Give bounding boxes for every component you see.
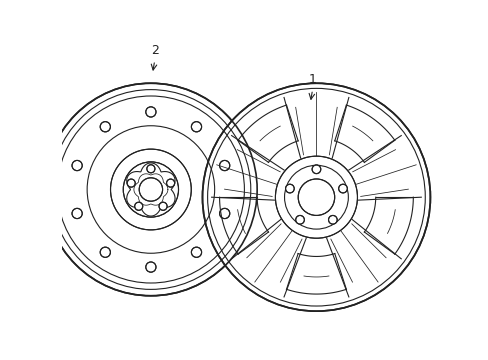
- Circle shape: [72, 208, 82, 219]
- Polygon shape: [126, 163, 175, 216]
- Circle shape: [202, 83, 429, 311]
- Circle shape: [298, 179, 334, 215]
- Circle shape: [44, 83, 257, 296]
- Circle shape: [72, 161, 82, 171]
- Circle shape: [139, 178, 162, 201]
- Circle shape: [219, 208, 229, 219]
- Circle shape: [123, 162, 178, 217]
- Circle shape: [338, 184, 346, 193]
- Circle shape: [145, 107, 156, 117]
- Circle shape: [100, 122, 110, 132]
- Circle shape: [110, 149, 191, 230]
- Text: 2: 2: [150, 44, 159, 57]
- Circle shape: [145, 262, 156, 272]
- Circle shape: [134, 202, 142, 210]
- Circle shape: [275, 156, 357, 238]
- Circle shape: [159, 202, 167, 210]
- Circle shape: [166, 179, 174, 187]
- Text: 1: 1: [308, 73, 316, 86]
- Circle shape: [285, 184, 294, 193]
- Circle shape: [219, 161, 229, 171]
- Circle shape: [146, 165, 155, 173]
- Circle shape: [191, 122, 201, 132]
- Circle shape: [100, 247, 110, 257]
- Circle shape: [311, 165, 320, 174]
- Circle shape: [191, 247, 201, 257]
- Circle shape: [328, 215, 337, 224]
- Circle shape: [127, 179, 135, 187]
- Circle shape: [295, 215, 304, 224]
